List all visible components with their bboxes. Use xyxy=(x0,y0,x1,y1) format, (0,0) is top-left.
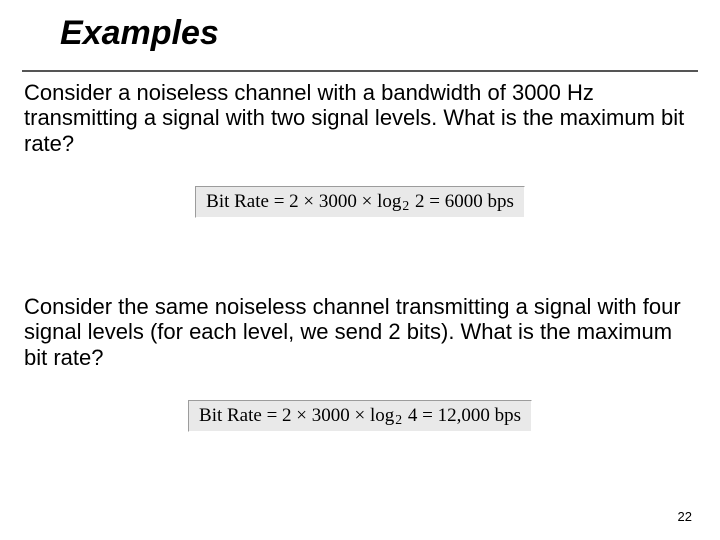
slide: Examples Consider a noiseless channel wi… xyxy=(0,0,720,540)
title-underline xyxy=(22,70,698,72)
formula-1-container: Bit Rate = 2 × 3000 × log2 2 = 6000 bps xyxy=(0,186,720,218)
formula-1-subscript: 2 xyxy=(401,198,410,213)
formula-1: Bit Rate = 2 × 3000 × log2 2 = 6000 bps xyxy=(195,186,525,218)
formula-2-container: Bit Rate = 2 × 3000 × log2 4 = 12,000 bp… xyxy=(0,400,720,432)
paragraph-example-2: Consider the same noiseless channel tran… xyxy=(24,294,696,370)
formula-1-rhs: 2 = 6000 bps xyxy=(410,191,514,212)
slide-title: Examples xyxy=(60,14,219,53)
formula-1-lhs: Bit Rate = 2 × 3000 × log xyxy=(206,191,401,212)
paragraph-example-1: Consider a noiseless channel with a band… xyxy=(24,80,696,156)
formula-2-rhs: 4 = 12,000 bps xyxy=(403,405,521,426)
formula-2: Bit Rate = 2 × 3000 × log2 4 = 12,000 bp… xyxy=(188,400,532,432)
page-number: 22 xyxy=(678,509,692,524)
formula-2-subscript: 2 xyxy=(394,412,403,427)
formula-2-lhs: Bit Rate = 2 × 3000 × log xyxy=(199,405,394,426)
